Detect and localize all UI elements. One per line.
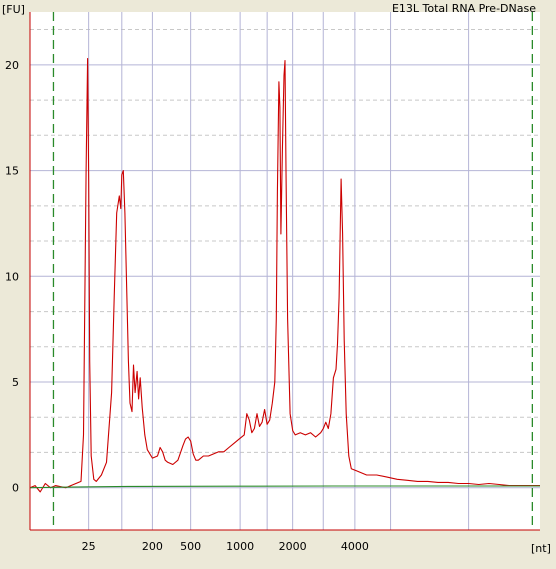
series-baseline-line bbox=[29, 485, 540, 489]
series-sample-line bbox=[29, 57, 540, 493]
x-tick-label: 2000 bbox=[279, 540, 307, 553]
y-tick-label: 5 bbox=[12, 376, 19, 389]
x-tick-label: 200 bbox=[142, 540, 163, 553]
y-tick-label: 0 bbox=[12, 482, 19, 495]
x-tick-label: 1000 bbox=[226, 540, 254, 553]
series-layer bbox=[29, 57, 540, 493]
y-tick-label: 10 bbox=[5, 270, 19, 283]
grid-minor bbox=[30, 29, 540, 453]
x-tick-label: 500 bbox=[180, 540, 201, 553]
y-tick-label: 20 bbox=[5, 59, 19, 72]
axes bbox=[29, 12, 540, 531]
tick-labels: 0 5 10 15 20 25 200 500 1000 2000 4000 bbox=[5, 59, 369, 553]
chart-title: E13L Total RNA Pre-DNase bbox=[392, 2, 536, 15]
y-axis-label: [FU] bbox=[2, 3, 25, 16]
y-tick-label: 15 bbox=[5, 165, 19, 178]
x-tick-label: 4000 bbox=[341, 540, 369, 553]
marker-lines bbox=[52, 12, 533, 530]
x-axis-label: [nt] bbox=[531, 542, 551, 555]
x-tick-label: 25 bbox=[82, 540, 96, 553]
